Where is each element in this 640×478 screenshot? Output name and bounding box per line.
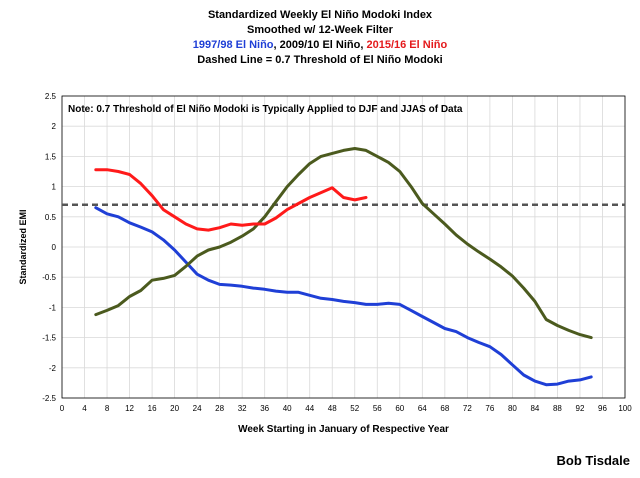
plot-frame [61,95,626,399]
x-tick-label: 8 [105,404,110,413]
series-line-1997 [94,206,593,387]
chart-subtitle: Smoothed w/ 12-Week Filter [247,24,393,36]
chart-title-block: Standardized Weekly El Niño Modoki Index… [0,8,640,68]
axis-ticks: 0 4 8 12 16 20 24 28 32 36 40 44 48 52 56 60 64 68 72 76 80 8… [42,92,632,413]
series-line-2015 [94,168,368,232]
x-tick-label: 88 [553,404,562,413]
credit: Bob Tisdale [556,453,630,468]
series-group [94,147,593,387]
x-tick-label: 52 [350,404,359,413]
x-tick-label: 60 [395,404,404,413]
caption-2015: 2015/16 El Niño [366,39,448,51]
caption-sep-1: , [273,39,280,51]
x-tick-label: 56 [373,404,382,413]
series-line-2009 [94,147,593,340]
x-tick-label: 44 [305,404,314,413]
y-tick-label: 0 [52,243,57,252]
y-tick-label: -1.5 [42,334,56,343]
grid-lines [61,95,626,399]
x-tick-label: 24 [193,404,202,413]
y-tick-label: 1 [52,183,57,192]
chart-series-caption: 1997/98 El Niño, 2009/10 El Niño, 2015/1… [0,38,640,53]
x-axis-label: Week Starting in January of Respective Y… [238,424,449,435]
y-tick-label: -2 [49,364,57,373]
x-tick-label: 36 [260,404,269,413]
chart-threshold-caption: Dashed Line = 0.7 Threshold of El Niño M… [197,54,443,66]
y-tick-label: 2.5 [45,92,57,101]
x-tick-label: 100 [618,404,632,413]
y-tick-label: -1 [49,303,57,312]
x-tick-label: 16 [148,404,157,413]
chart-annotation: Note: 0.7 Threshold of El Niño Modoki is… [68,104,463,115]
caption-1997: 1997/98 El Niño [192,39,274,51]
x-tick-label: 12 [125,404,134,413]
chart-title: Standardized Weekly El Niño Modoki Index [207,9,433,21]
x-tick-label: 64 [418,404,427,413]
caption-sep-2: , [360,39,367,51]
x-tick-label: 84 [530,404,539,413]
y-tick-label: -0.5 [42,273,56,282]
x-tick-label: 68 [440,404,449,413]
caption-2009: 2009/10 El Niño [279,39,361,51]
x-tick-label: 40 [283,404,292,413]
y-tick-label: 0.5 [45,213,57,222]
x-tick-label: 20 [170,404,179,413]
x-tick-label: 28 [215,404,224,413]
x-tick-label: 76 [485,404,494,413]
x-tick-label: 92 [576,404,585,413]
y-tick-label: 1.5 [45,152,57,161]
y-tick-label: 2 [52,122,57,131]
x-tick-label: 48 [328,404,337,413]
x-tick-label: 0 [60,404,65,413]
x-tick-label: 72 [463,404,472,413]
x-tick-label: 80 [508,404,517,413]
y-axis-label: Standardized EMI [18,209,28,284]
x-tick-label: 32 [238,404,247,413]
x-tick-label: 4 [82,404,87,413]
y-tick-label: -2.5 [42,394,56,403]
x-tick-label: 96 [598,404,607,413]
